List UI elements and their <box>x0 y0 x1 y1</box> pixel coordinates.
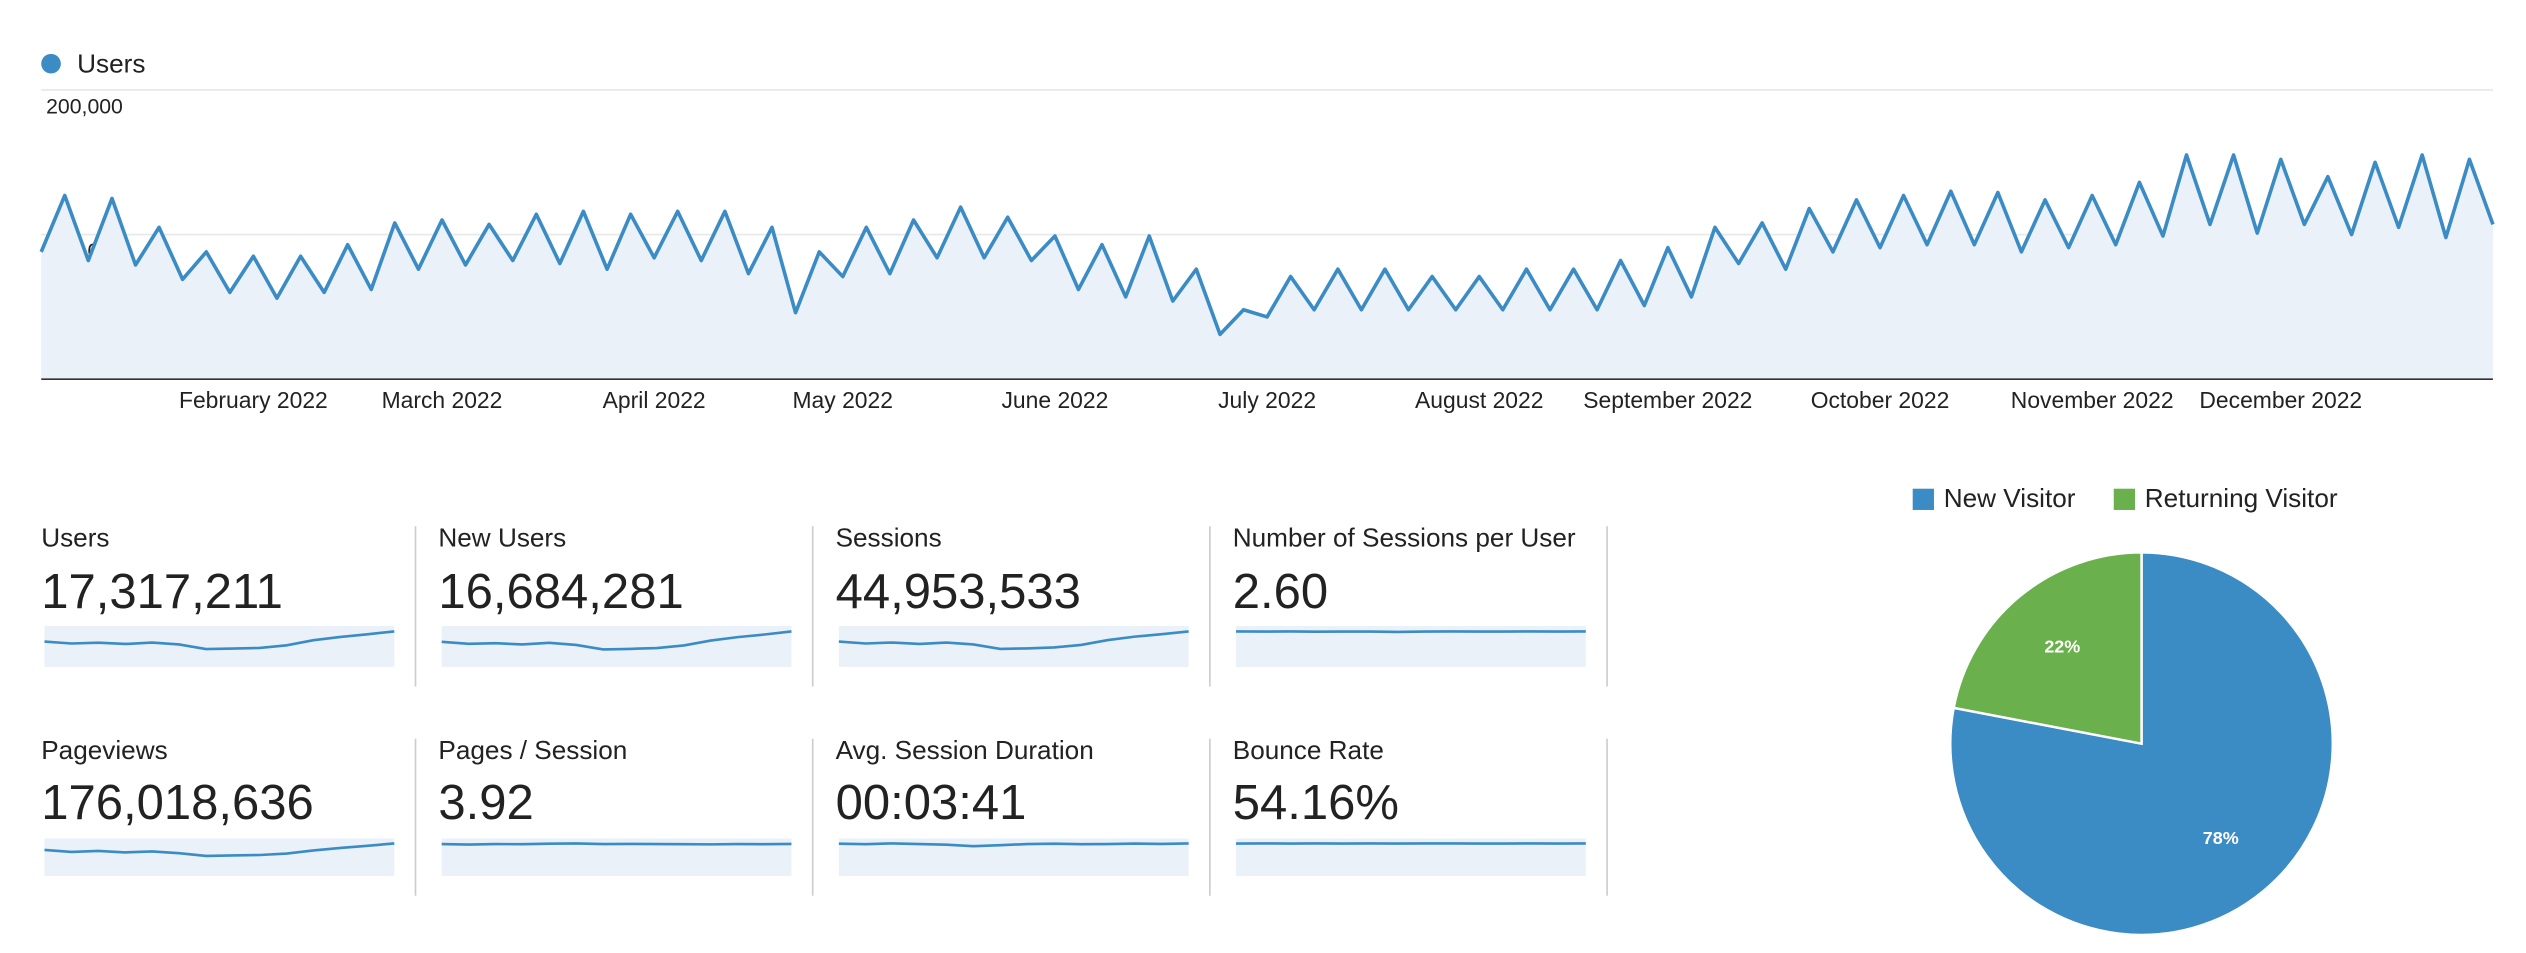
metric-value: 44,953,533 <box>836 565 1081 619</box>
metric-value: 17,317,211 <box>41 565 283 619</box>
sparkline-bg <box>839 626 1189 667</box>
x-tick-label: July 2022 <box>1218 387 1316 413</box>
metric-label: Pageviews <box>41 735 167 765</box>
pie-label: 22% <box>2044 637 2080 657</box>
metric-label: Bounce Rate <box>1233 735 1384 765</box>
x-tick-label: November 2022 <box>2011 387 2174 413</box>
pie-label: 78% <box>2203 828 2239 848</box>
legend-marker <box>41 54 61 74</box>
metric-value: 54.16% <box>1233 776 1399 830</box>
legend-label: New Visitor <box>1944 483 2076 513</box>
metric-value: 2.60 <box>1233 565 1328 619</box>
x-tick-label: December 2022 <box>2199 387 2362 413</box>
sparkline-bg <box>44 838 394 876</box>
metric-label: Number of Sessions per User <box>1233 522 1576 552</box>
area <box>41 155 2493 379</box>
metric-value: 00:03:41 <box>836 776 1027 830</box>
sparkline-bg <box>442 626 792 667</box>
y-tick-label: 200,000 <box>46 94 123 118</box>
legend-marker <box>2114 489 2135 510</box>
metric-label: Sessions <box>836 522 942 552</box>
x-tick-label: February 2022 <box>179 387 328 413</box>
x-tick-label: March 2022 <box>382 387 503 413</box>
x-tick-label: October 2022 <box>1811 387 1950 413</box>
metric-label: Pages / Session <box>438 735 627 765</box>
x-tick-label: September 2022 <box>1583 387 1752 413</box>
sparkline-bg <box>44 626 394 667</box>
sparkline <box>442 843 792 844</box>
metric-label: Users <box>41 522 109 552</box>
metric-value: 176,018,636 <box>41 776 314 830</box>
metric-label: Avg. Session Duration <box>836 735 1094 765</box>
legend-label: Users <box>77 48 145 78</box>
metric-label: New Users <box>438 522 566 552</box>
metric-value: 16,684,281 <box>438 565 683 619</box>
x-tick-label: August 2022 <box>1415 387 1543 413</box>
x-tick-label: May 2022 <box>793 387 893 413</box>
metric-value: 3.92 <box>438 776 533 830</box>
x-tick-label: June 2022 <box>1001 387 1108 413</box>
legend-label: Returning Visitor <box>2145 483 2338 513</box>
x-tick-label: April 2022 <box>603 387 706 413</box>
legend-marker <box>1913 489 1934 510</box>
